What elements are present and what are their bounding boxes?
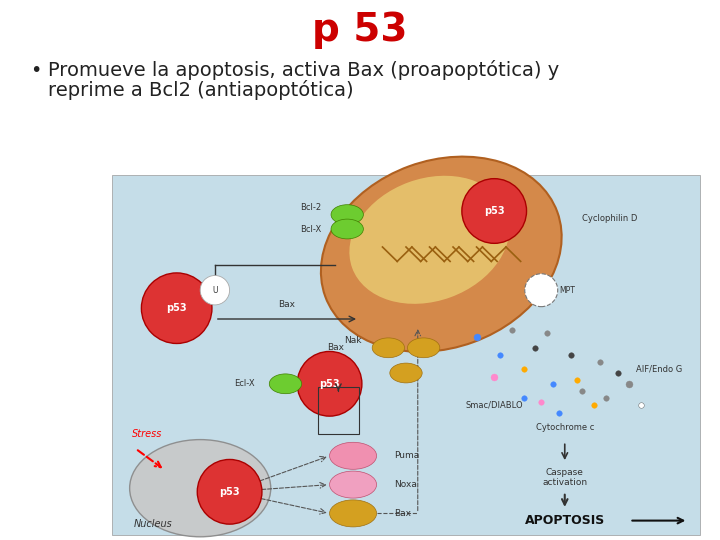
- Text: Cytochrome c: Cytochrome c: [536, 422, 594, 431]
- Text: Nucleus: Nucleus: [134, 519, 173, 529]
- Text: Bcl-X: Bcl-X: [300, 225, 321, 233]
- Ellipse shape: [408, 338, 440, 357]
- Circle shape: [141, 273, 212, 343]
- Ellipse shape: [349, 176, 510, 304]
- Text: reprime a Bcl2 (antiapoptótica): reprime a Bcl2 (antiapoptótica): [48, 80, 354, 100]
- Ellipse shape: [330, 500, 377, 527]
- Text: Ecl-X: Ecl-X: [234, 379, 255, 388]
- Ellipse shape: [331, 205, 364, 225]
- Circle shape: [197, 460, 262, 524]
- Text: p53: p53: [166, 303, 187, 313]
- Text: Bax: Bax: [279, 300, 295, 309]
- Text: Bax: Bax: [395, 509, 411, 518]
- Ellipse shape: [331, 219, 364, 239]
- Ellipse shape: [372, 338, 405, 357]
- Text: p53: p53: [220, 487, 240, 497]
- Text: U: U: [212, 286, 217, 295]
- Text: p53: p53: [319, 379, 340, 389]
- Text: Caspase
activation: Caspase activation: [542, 468, 588, 487]
- Text: Smac/DIABLO: Smac/DIABLO: [465, 401, 523, 410]
- Ellipse shape: [321, 157, 562, 352]
- Circle shape: [297, 352, 362, 416]
- Text: Promueve la apoptosis, activa Bax (proapoptótica) y: Promueve la apoptosis, activa Bax (proap…: [48, 60, 559, 80]
- Text: Stress: Stress: [132, 429, 163, 439]
- Ellipse shape: [330, 442, 377, 469]
- Ellipse shape: [390, 363, 422, 383]
- Ellipse shape: [330, 471, 377, 498]
- Text: AIF/Endo G: AIF/Endo G: [636, 365, 682, 374]
- Text: Puma: Puma: [395, 451, 420, 460]
- Circle shape: [462, 179, 526, 244]
- Circle shape: [525, 274, 558, 307]
- Ellipse shape: [269, 374, 302, 394]
- Text: Cyclophilin D: Cyclophilin D: [582, 214, 638, 222]
- Text: p53: p53: [484, 206, 505, 216]
- Text: MPT: MPT: [559, 286, 575, 295]
- Text: APOPTOSIS: APOPTOSIS: [525, 514, 605, 527]
- Text: p 53: p 53: [312, 11, 408, 49]
- FancyBboxPatch shape: [112, 175, 700, 535]
- Ellipse shape: [130, 440, 271, 537]
- Text: Noxa: Noxa: [395, 480, 417, 489]
- Text: Nak: Nak: [344, 336, 362, 345]
- Text: Bcl-2: Bcl-2: [300, 203, 321, 212]
- Circle shape: [200, 275, 230, 305]
- Text: •: •: [30, 60, 41, 79]
- Text: Bax: Bax: [327, 343, 344, 352]
